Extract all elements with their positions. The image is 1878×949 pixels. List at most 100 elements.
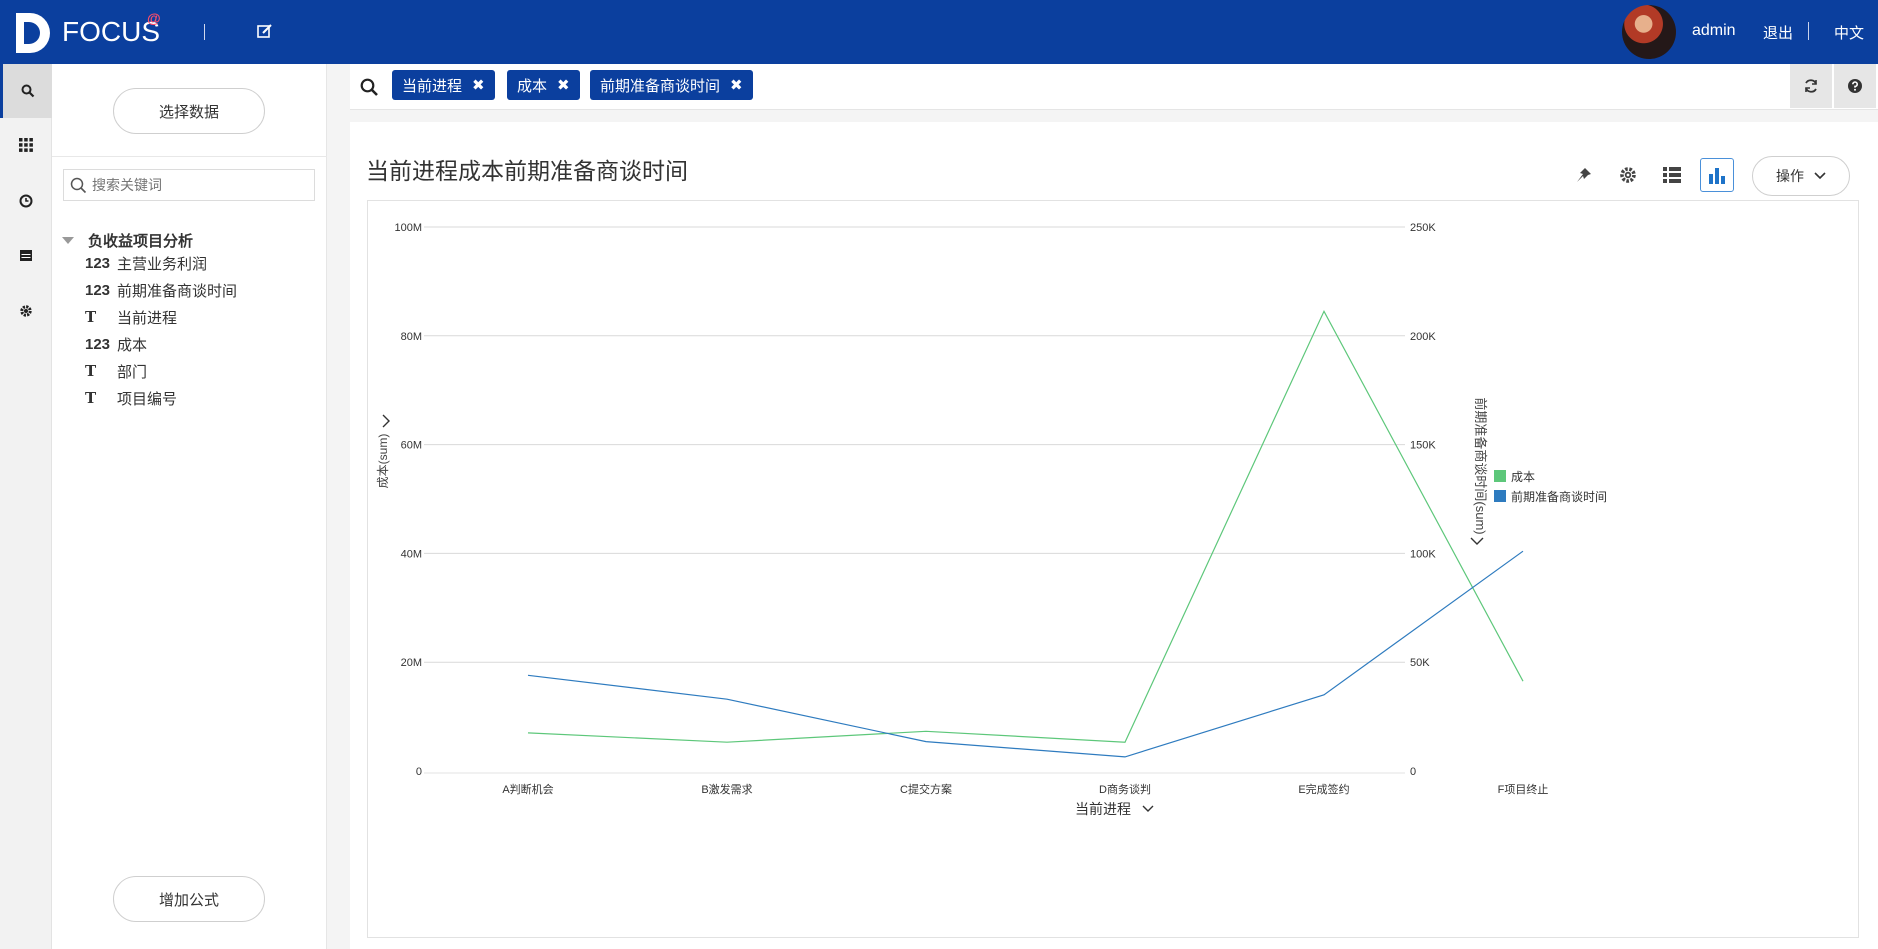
- tree-root[interactable]: 负收益项目分析: [62, 230, 193, 250]
- edit-icon[interactable]: [256, 22, 274, 40]
- number-type-icon: 123: [85, 335, 111, 353]
- logout-link[interactable]: 退出: [1763, 25, 1794, 42]
- add-formula-button[interactable]: 增加公式: [113, 876, 265, 922]
- field-label: 成本: [117, 336, 148, 354]
- y-tick-label-left: 100M: [394, 222, 422, 234]
- pin-icon: [1577, 168, 1591, 182]
- language-switch[interactable]: 中文: [1834, 25, 1865, 42]
- top-separator: [204, 24, 205, 40]
- filter-chip-label: 成本: [517, 77, 548, 95]
- x-tick-label: B激发需求: [701, 782, 752, 796]
- operations-dropdown[interactable]: 操作: [1752, 156, 1850, 196]
- field-item[interactable]: 123 成本: [85, 333, 147, 355]
- filter-chip-label: 当前进程: [402, 77, 463, 95]
- help-button[interactable]: [1834, 64, 1876, 108]
- y-tick-label-right: 200K: [1410, 331, 1436, 343]
- series-line: [527, 309, 1524, 743]
- nav-settings[interactable]: [0, 284, 52, 338]
- chevron-right-icon: [382, 414, 390, 428]
- close-icon[interactable]: ✖: [557, 77, 570, 94]
- x-tick-label: F项目终止: [1498, 782, 1549, 796]
- search-icon: [21, 84, 34, 98]
- chart-view-button[interactable]: [1700, 158, 1734, 192]
- chart-grid: [424, 226, 1405, 774]
- tree-root-label: 负收益项目分析: [88, 232, 194, 250]
- nav-dashboard[interactable]: [0, 118, 52, 172]
- nav-search[interactable]: [0, 64, 52, 118]
- search-icon: [70, 177, 87, 194]
- text-type-icon: T: [85, 362, 97, 380]
- field-search-input[interactable]: [92, 176, 307, 194]
- logo-badge: @: [147, 10, 161, 26]
- field-label: 主营业务利润: [117, 255, 208, 273]
- language-separator: [1808, 22, 1809, 40]
- filter-chip[interactable]: 当前进程 ✖: [392, 70, 495, 100]
- panel-divider: [52, 156, 327, 157]
- field-label: 项目编号: [117, 390, 178, 408]
- legend-swatch: [1494, 490, 1506, 502]
- list-icon: [1663, 167, 1681, 183]
- x-tick-label: E完成签约: [1298, 782, 1349, 796]
- field-search-box[interactable]: [63, 169, 315, 201]
- filter-chip-label: 前期准备商谈时间: [600, 77, 721, 95]
- y-axis-label-left: 成本(sum): [376, 434, 390, 489]
- x-axis-label: 当前进程: [1075, 801, 1131, 817]
- y-tick-label-left: 20M: [401, 657, 422, 669]
- text-type-icon: T: [85, 308, 97, 326]
- field-item[interactable]: 123 前期准备商谈时间: [85, 279, 237, 301]
- focus-logo[interactable]: [12, 10, 52, 56]
- pin-button[interactable]: [1568, 159, 1600, 191]
- line-chart: 0 0 20M 50K 40M 100K 60M 150K 80M 200K 100M 250K A判…: [376, 222, 1607, 817]
- y-tick-label-right: 250K: [1410, 222, 1436, 234]
- field-label: 前期准备商谈时间: [117, 282, 238, 300]
- filter-bar: 当前进程 ✖ 成本 ✖ 前期准备商谈时间 ✖: [350, 64, 1878, 110]
- clock-icon: [19, 194, 33, 208]
- refresh-button[interactable]: [1790, 64, 1832, 108]
- chevron-down-icon: [1142, 805, 1154, 812]
- field-item[interactable]: T 部门: [85, 360, 147, 382]
- bar-chart-icon: [1709, 168, 1725, 184]
- nav-calendar[interactable]: [0, 228, 52, 282]
- field-item[interactable]: 123 主营业务利润: [85, 252, 207, 274]
- logo-text: FOCUS: [62, 16, 160, 47]
- filter-chip[interactable]: 前期准备商谈时间 ✖: [590, 70, 753, 100]
- gear-icon: [20, 305, 32, 317]
- y-tick-label-left: 0: [416, 766, 422, 778]
- y-tick-label-left: 60M: [401, 440, 422, 452]
- table-view-button[interactable]: [1656, 159, 1688, 191]
- y-tick-label-left: 40M: [401, 548, 422, 560]
- legend-swatch: [1494, 470, 1506, 482]
- chart-settings-button[interactable]: [1612, 159, 1644, 191]
- y-tick-label-right: 150K: [1410, 440, 1436, 452]
- top-bar: FOCUS @ admin 退出 中文: [0, 0, 1878, 64]
- number-type-icon: 123: [85, 281, 111, 299]
- field-item[interactable]: T 当前进程: [85, 306, 177, 328]
- chevron-down-icon[interactable]: [62, 236, 74, 244]
- search-icon[interactable]: [360, 78, 379, 97]
- close-icon[interactable]: ✖: [472, 77, 485, 94]
- data-panel: 选择数据 负收益项目分析 123 主营业务利润 123 前期准备商谈时间 T 当…: [52, 64, 327, 949]
- select-data-button[interactable]: 选择数据: [113, 88, 265, 134]
- refresh-icon: [1805, 79, 1817, 93]
- chart-title: 当前进程成本前期准备商谈时间: [366, 158, 688, 184]
- help-icon: [1848, 79, 1862, 93]
- avatar[interactable]: [1622, 5, 1676, 59]
- x-tick-label: D商务谈判: [1099, 782, 1151, 796]
- chevron-down-icon: [1814, 172, 1826, 180]
- y-tick-label-left: 80M: [401, 331, 422, 343]
- number-type-icon: 123: [85, 254, 111, 272]
- y-tick-label-right: 50K: [1410, 657, 1430, 669]
- field-label: 部门: [117, 363, 148, 381]
- field-item[interactable]: T 项目编号: [85, 387, 177, 409]
- filter-chip[interactable]: 成本 ✖: [507, 70, 580, 100]
- chevron-down-icon: [1470, 537, 1484, 545]
- y-tick-label-right: 100K: [1410, 548, 1436, 560]
- calendar-icon: [20, 250, 32, 261]
- username[interactable]: admin: [1692, 22, 1736, 39]
- x-tick-label: A判断机会: [502, 782, 553, 796]
- text-type-icon: T: [85, 389, 97, 407]
- chart-area: 0 0 20M 50K 40M 100K 60M 150K 80M 200K 100M 250K A判…: [367, 200, 1859, 938]
- close-icon[interactable]: ✖: [730, 77, 743, 94]
- nav-history[interactable]: [0, 174, 52, 228]
- y-axis-label-right: 前期准备商谈时间(sum): [1473, 397, 1488, 534]
